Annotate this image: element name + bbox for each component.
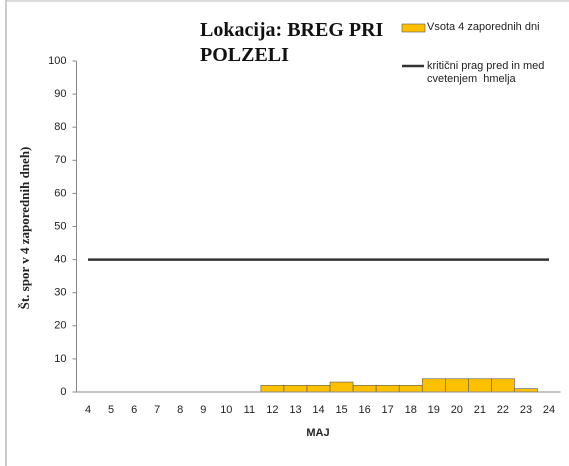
legend-label: Vsota 4 zaporednih dni bbox=[427, 21, 540, 33]
x-tick-label: 16 bbox=[359, 404, 371, 416]
y-tick-label: 40 bbox=[54, 254, 66, 266]
x-tick-label: 5 bbox=[108, 404, 114, 416]
bar bbox=[398, 385, 423, 393]
bar bbox=[260, 385, 285, 393]
y-tick-label: 0 bbox=[60, 386, 66, 398]
x-tick-label: 19 bbox=[428, 404, 440, 416]
bar bbox=[468, 378, 492, 393]
x-tick-label: 6 bbox=[131, 404, 137, 416]
bar bbox=[352, 385, 377, 393]
x-tick-label: 8 bbox=[177, 404, 183, 416]
chart-title: Lokacija: BREG PRI POLZELI bbox=[200, 19, 384, 66]
bar bbox=[421, 378, 446, 393]
x-tick-label: 10 bbox=[220, 404, 232, 416]
bar bbox=[283, 385, 308, 393]
legend-label: kritični prag pred in med cvetenjem hmel… bbox=[427, 60, 548, 85]
x-tick-label: 9 bbox=[200, 404, 206, 416]
x-tick-label: 12 bbox=[266, 404, 278, 416]
y-tick-label: 70 bbox=[54, 154, 66, 166]
x-tick-label: 11 bbox=[244, 404, 255, 416]
x-axis-label: MAJ bbox=[306, 427, 329, 439]
bar bbox=[444, 378, 469, 393]
x-tick-label: 18 bbox=[405, 404, 417, 416]
x-tick-label: 14 bbox=[312, 404, 324, 416]
y-tick-label: 10 bbox=[54, 353, 66, 365]
x-tick-label: 4 bbox=[85, 404, 91, 416]
x-tick-label: 22 bbox=[497, 404, 509, 416]
y-tick-label: 100 bbox=[48, 55, 66, 67]
x-tick-label: 21 bbox=[474, 404, 486, 416]
x-tick-label: 15 bbox=[335, 404, 347, 416]
y-tick-label: 20 bbox=[54, 320, 66, 332]
y-tick-label: 50 bbox=[54, 220, 66, 232]
bar bbox=[375, 385, 400, 393]
y-tick-label: 80 bbox=[54, 121, 66, 133]
y-axis-label: Št. spor v 4 zaporednih dneh) bbox=[17, 147, 32, 310]
x-tick-label: 20 bbox=[451, 404, 463, 416]
x-tick-label: 13 bbox=[289, 404, 301, 416]
x-tick-label: 23 bbox=[520, 404, 532, 416]
legend-swatch-bar bbox=[401, 23, 426, 33]
bar bbox=[329, 381, 354, 393]
bar bbox=[491, 378, 515, 393]
x-tick-label: 24 bbox=[543, 404, 555, 416]
bar bbox=[306, 385, 331, 393]
y-tick-label: 60 bbox=[54, 187, 66, 199]
y-tick-label: 30 bbox=[54, 287, 66, 299]
x-tick-label: 7 bbox=[154, 404, 160, 416]
y-tick-label: 90 bbox=[54, 88, 66, 100]
x-tick-label: 17 bbox=[382, 404, 394, 416]
